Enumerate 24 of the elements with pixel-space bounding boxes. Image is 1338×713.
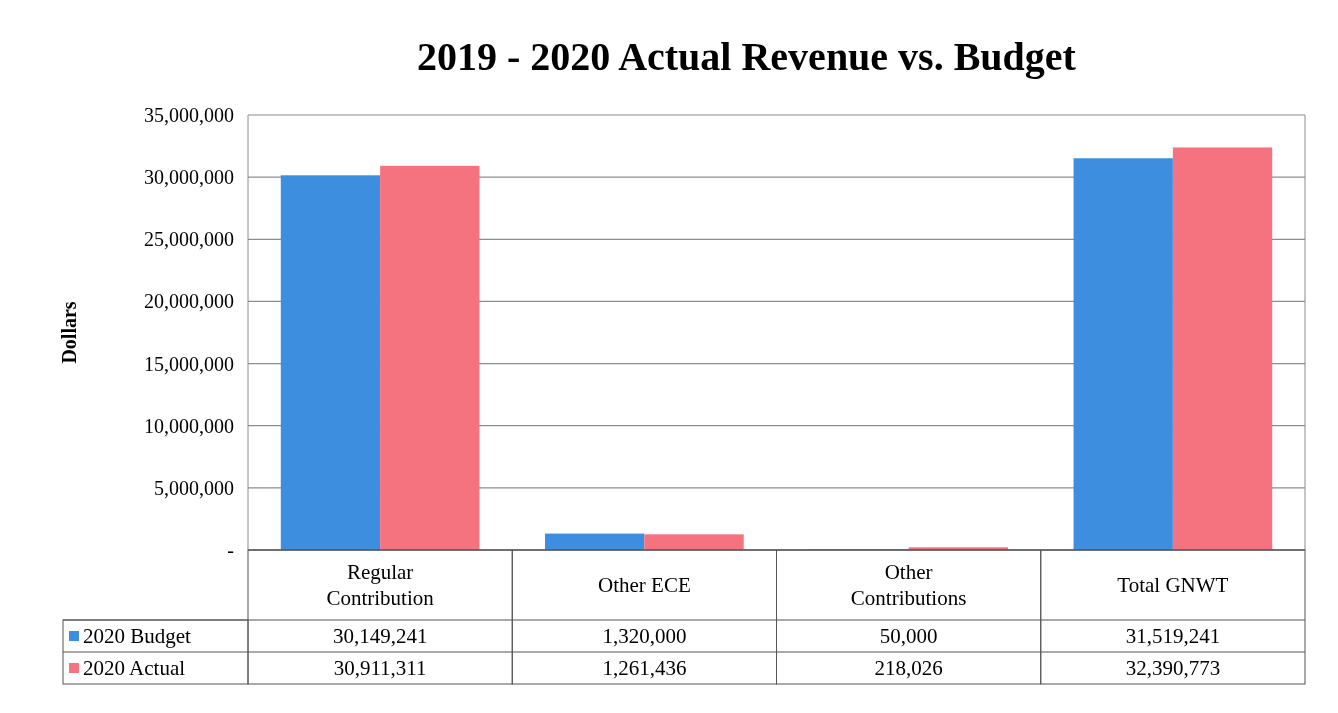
data-label: 31,519,241: [1125, 624, 1221, 649]
y-tick-label: 25,000,000: [144, 228, 234, 251]
x-tick-label: Other ECE: [598, 573, 691, 598]
y-tick-label: 30,000,000: [144, 166, 234, 189]
y-axis-title: Dollars: [58, 301, 80, 364]
data-label: 218,026: [874, 656, 943, 681]
data-label: 1,261,436: [602, 656, 687, 681]
x-tick-label: Other Contributions: [850, 560, 967, 611]
y-tick-label: 20,000,000: [144, 290, 234, 313]
y-tick-label: 35,000,000: [144, 104, 234, 126]
y-tick-label: -: [227, 539, 234, 561]
data-label: 30,149,241: [332, 624, 428, 649]
y-tick-label: 10,000,000: [144, 414, 234, 437]
legend-label: 2020 Budget: [83, 624, 192, 649]
data-label: 32,390,773: [1125, 656, 1221, 681]
data-label: 50,000: [879, 624, 938, 649]
y-tick-label: 5,000,000: [154, 476, 234, 499]
data-label: 1,320,000: [602, 624, 687, 649]
legend-label: 2020 Actual: [83, 656, 186, 681]
y-tick-label: 15,000,000: [144, 352, 234, 375]
data-label: 30,911,311: [333, 656, 427, 681]
chart-title: 2019 - 2020 Actual Revenue vs. Budget: [417, 34, 1077, 79]
x-tick-label: Regular Contribution: [326, 560, 435, 611]
x-tick-label: Total GNWT: [1117, 573, 1229, 598]
